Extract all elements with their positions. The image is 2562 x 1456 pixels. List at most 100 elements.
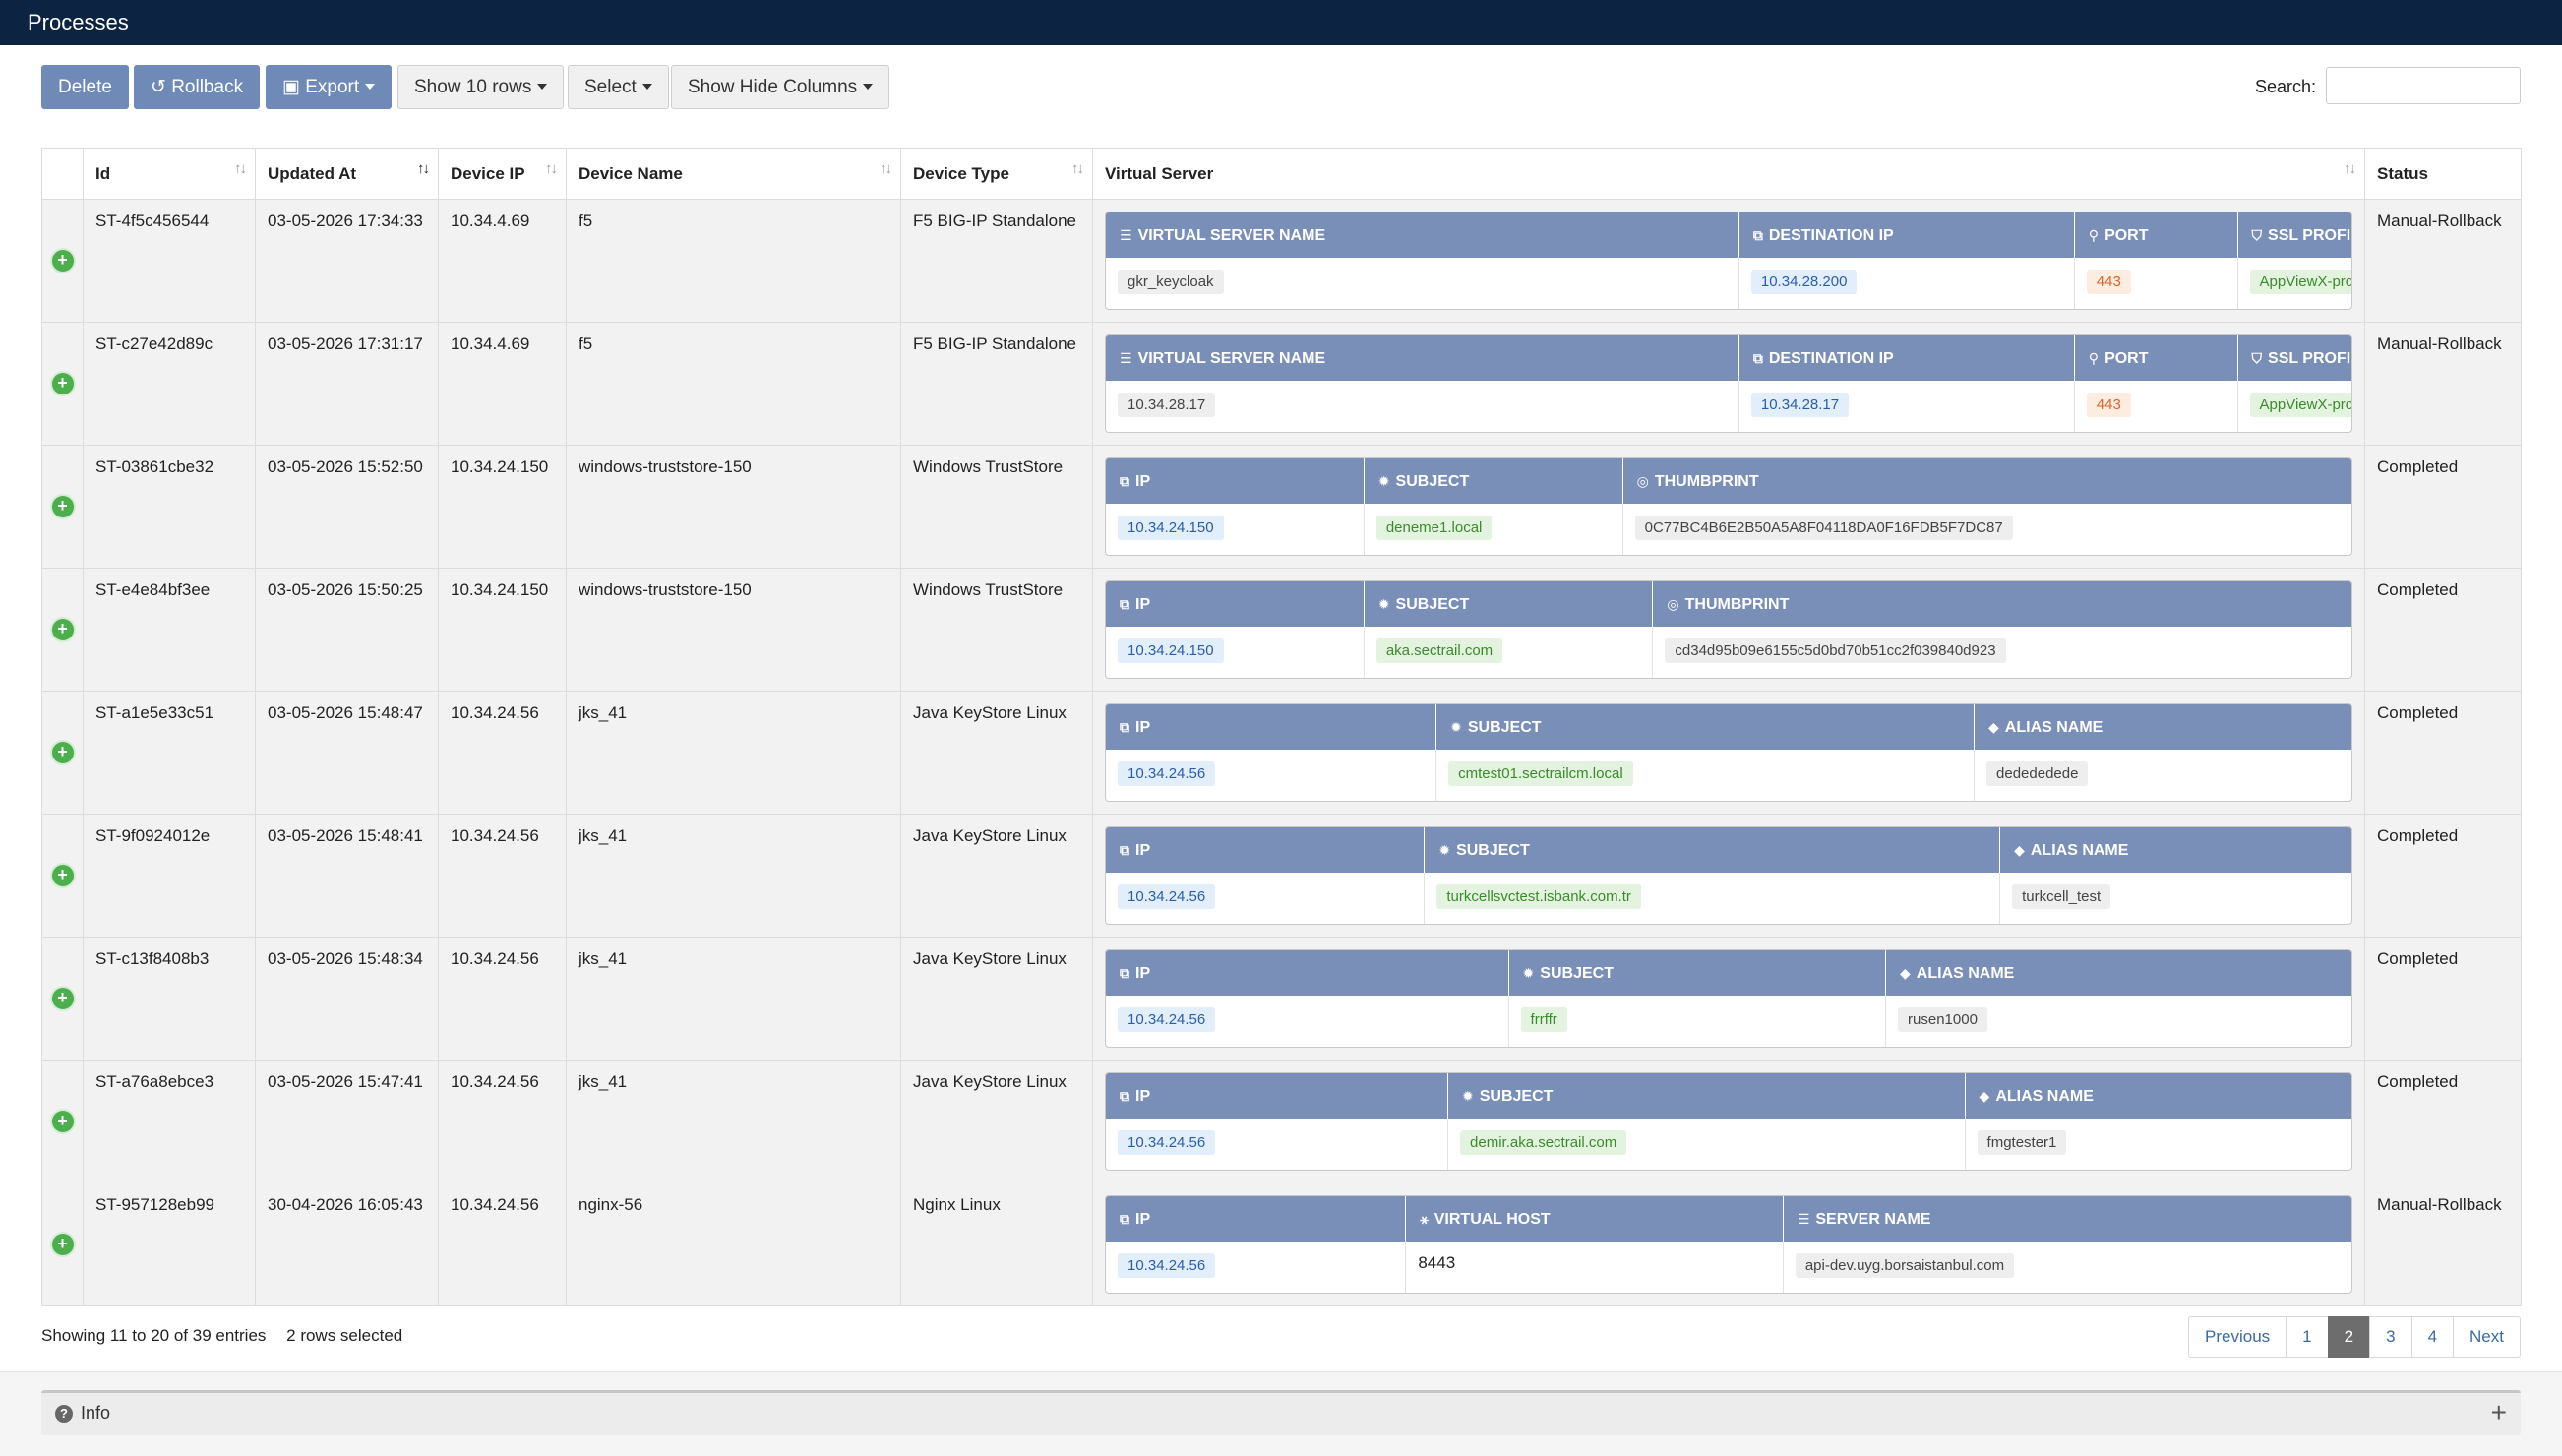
cell-device-ip: 10.34.24.56 [438, 1183, 567, 1306]
row-expand-cell[interactable]: + [41, 814, 84, 938]
table-row[interactable]: + ST-957128eb99 30-04-2026 16:05:43 10.34.2… [41, 1183, 2522, 1306]
plus-circle-icon[interactable]: + [51, 865, 74, 886]
vs-header-label: THUMBPRINT [1654, 473, 1759, 490]
search-input[interactable] [2326, 67, 2521, 104]
vs-header-cell: ☰ SERVER NAME [1784, 1196, 2351, 1242]
vs-value-cell: 10.34.28.17 [1106, 381, 1739, 432]
delete-button[interactable]: Delete [41, 65, 129, 109]
network-icon: ⧉ [1752, 350, 1763, 366]
cell-status: Manual-Rollback [2364, 199, 2522, 323]
cell-virtual-server: ☰ VIRTUAL SERVER NAME ⧉ DESTINATION IP ⚲ PORT… [1092, 199, 2365, 323]
vs-header-cell: ☰ VIRTUAL SERVER NAME [1106, 212, 1739, 258]
row-expand-cell[interactable]: + [41, 199, 84, 323]
table-row[interactable]: + ST-a1e5e33c51 03-05-2026 15:48:47 10.34.2… [41, 691, 2522, 815]
plug-icon: ⚲ [2088, 350, 2100, 366]
table-row[interactable]: + ST-a76a8ebce3 03-05-2026 15:47:41 10.34.2… [41, 1060, 2522, 1183]
tag-icon: ◆ [1979, 1088, 1990, 1104]
cell-device-name: jks_41 [566, 814, 901, 938]
tag-icon: ◆ [2014, 842, 2025, 858]
vs-header-label: IP [1135, 1211, 1151, 1228]
vs-header-label: DESTINATION IP [1768, 350, 1894, 367]
row-expand-cell[interactable]: + [41, 691, 84, 815]
row-expand-cell[interactable]: + [41, 1060, 84, 1183]
certificate-icon: ✹ [1462, 1088, 1474, 1104]
plus-circle-icon[interactable]: + [51, 1234, 74, 1255]
show-rows-dropdown[interactable]: Show 10 rows [397, 65, 565, 109]
row-expand-cell[interactable]: + [41, 1183, 84, 1306]
show-rows-label: Show 10 rows [414, 77, 532, 97]
plus-circle-icon[interactable]: + [51, 250, 74, 272]
vs-value: 10.34.28.17 [1118, 393, 1216, 417]
pagination-previous[interactable]: Previous [2188, 1316, 2288, 1358]
vs-header-label: ALIAS NAME [1995, 1088, 2094, 1105]
search-label: Search: [2254, 77, 2316, 96]
cell-device-type: F5 BIG-IP Standalone [900, 322, 1093, 446]
pagination-page-1[interactable]: 1 [2286, 1316, 2329, 1358]
cell-virtual-server: ⧉ IP ✹ SUBJECT ◎ THUMBPRINT 10.34.24.150 aka.se… [1092, 568, 2365, 692]
vs-header-label: VIRTUAL HOST [1434, 1211, 1551, 1228]
column-header-device-name[interactable]: Device Name ↑↓ [566, 148, 901, 200]
table-row[interactable]: + ST-4f5c456544 03-05-2026 17:34:33 10.34.4… [41, 199, 2522, 323]
plus-circle-icon[interactable]: + [51, 619, 74, 640]
row-expand-cell[interactable]: + [41, 937, 84, 1061]
table-info: Showing 11 to 20 of 39 entries 2 rows se… [41, 1326, 402, 1346]
cell-device-ip: 10.34.4.69 [438, 199, 567, 323]
cell-id: ST-a1e5e33c51 [83, 691, 256, 815]
row-expand-cell[interactable]: + [41, 445, 84, 569]
column-header-updated-at[interactable]: Updated At ↑↓ [255, 148, 439, 200]
row-expand-cell[interactable]: + [41, 568, 84, 692]
table-row[interactable]: + ST-03861cbe32 03-05-2026 15:52:50 10.34.2… [41, 445, 2522, 569]
pagination-page-3[interactable]: 3 [2369, 1316, 2412, 1358]
vs-value-cell: turkcell_test [2000, 873, 2351, 924]
vs-value: 10.34.28.17 [1750, 393, 1850, 417]
table-row[interactable]: + ST-9f0924012e 03-05-2026 15:48:41 10.34.2… [41, 814, 2522, 938]
virtual-server-card: ☰ VIRTUAL SERVER NAME ⧉ DESTINATION IP ⚲ PORT… [1105, 212, 2352, 310]
show-hide-columns-dropdown[interactable]: Show Hide Columns [671, 65, 890, 109]
vs-header-label: SUBJECT [1456, 842, 1530, 859]
plus-circle-icon[interactable]: + [51, 373, 74, 394]
info-panel[interactable]: ? Info + [41, 1390, 2521, 1435]
plus-circle-icon[interactable]: + [51, 742, 74, 763]
pagination-page-2[interactable]: 2 [2327, 1316, 2371, 1358]
row-expand-cell[interactable]: + [41, 322, 84, 446]
vs-value: 8443 [1418, 1253, 1456, 1272]
expand-plus-icon[interactable]: + [2490, 1397, 2507, 1427]
cell-virtual-server: ⧉ IP ✹ SUBJECT ◆ ALIAS NAME 10.34.24.56 frrffr r… [1092, 937, 2365, 1061]
pagination: Previous 1 2 3 4 Next [2188, 1316, 2521, 1358]
cell-device-ip: 10.34.24.56 [438, 1060, 567, 1183]
vs-value-cell: fmgtester1 [1966, 1119, 2351, 1170]
column-header-device-ip[interactable]: Device IP ↑↓ [438, 148, 567, 200]
column-header-device-type[interactable]: Device Type ↑↓ [900, 148, 1093, 200]
vs-header-cell: ◎ THUMBPRINT [1623, 458, 2351, 504]
vs-card-header: ⧉ IP ✹ SUBJECT ◎ THUMBPRINT [1106, 458, 2351, 504]
export-button[interactable]: ▣ Export [266, 65, 393, 109]
rollback-button[interactable]: ↺ Rollback [134, 65, 261, 109]
vs-card-header: ☰ VIRTUAL SERVER NAME ⧉ DESTINATION IP ⚲ PORT… [1106, 212, 2351, 258]
select-dropdown[interactable]: Select [568, 65, 669, 109]
plus-circle-icon[interactable]: + [51, 1111, 74, 1132]
list-icon: ☰ [1120, 350, 1132, 366]
table-row[interactable]: + ST-c27e42d89c 03-05-2026 17:31:17 10.34.4… [41, 322, 2522, 446]
table-row[interactable]: + ST-e4e84bf3ee 03-05-2026 15:50:25 10.34.2… [41, 568, 2522, 692]
table-row[interactable]: + ST-c13f8408b3 03-05-2026 15:48:34 10.34.2… [41, 937, 2522, 1061]
vs-value: cd34d95b09e6155c5d0bd70b51cc2f039840d923 [1665, 638, 2006, 663]
vs-card-body: 10.34.24.56 8443 api-dev.uyg.borsaistanbul… [1106, 1242, 2351, 1293]
plus-circle-icon[interactable]: + [51, 496, 74, 517]
cell-id: ST-957128eb99 [83, 1183, 256, 1306]
question-icon: ? [55, 1405, 73, 1423]
cell-updated-at: 03-05-2026 17:31:17 [255, 322, 439, 446]
column-header-id[interactable]: Id ↑↓ [83, 148, 256, 200]
fingerprint-icon: ◎ [1636, 473, 1649, 489]
pagination-next[interactable]: Next [2453, 1316, 2521, 1358]
column-header-virtual-server[interactable]: Virtual Server ↑↓ [1092, 148, 2365, 200]
pagination-page-4[interactable]: 4 [2410, 1316, 2455, 1358]
certificate-icon: ✹ [1377, 473, 1390, 489]
vs-header-label: IP [1135, 842, 1151, 859]
cell-id: ST-e4e84bf3ee [83, 568, 256, 692]
select-column-header [41, 148, 84, 200]
plus-circle-icon[interactable]: + [51, 988, 74, 1009]
vs-value: AppViewX-profile [2249, 270, 2351, 294]
column-header-status[interactable]: Status [2364, 148, 2522, 200]
vs-value-cell: 8443 [1406, 1242, 1784, 1293]
vs-value: cmtest01.sectrailcm.local [1448, 761, 1633, 786]
